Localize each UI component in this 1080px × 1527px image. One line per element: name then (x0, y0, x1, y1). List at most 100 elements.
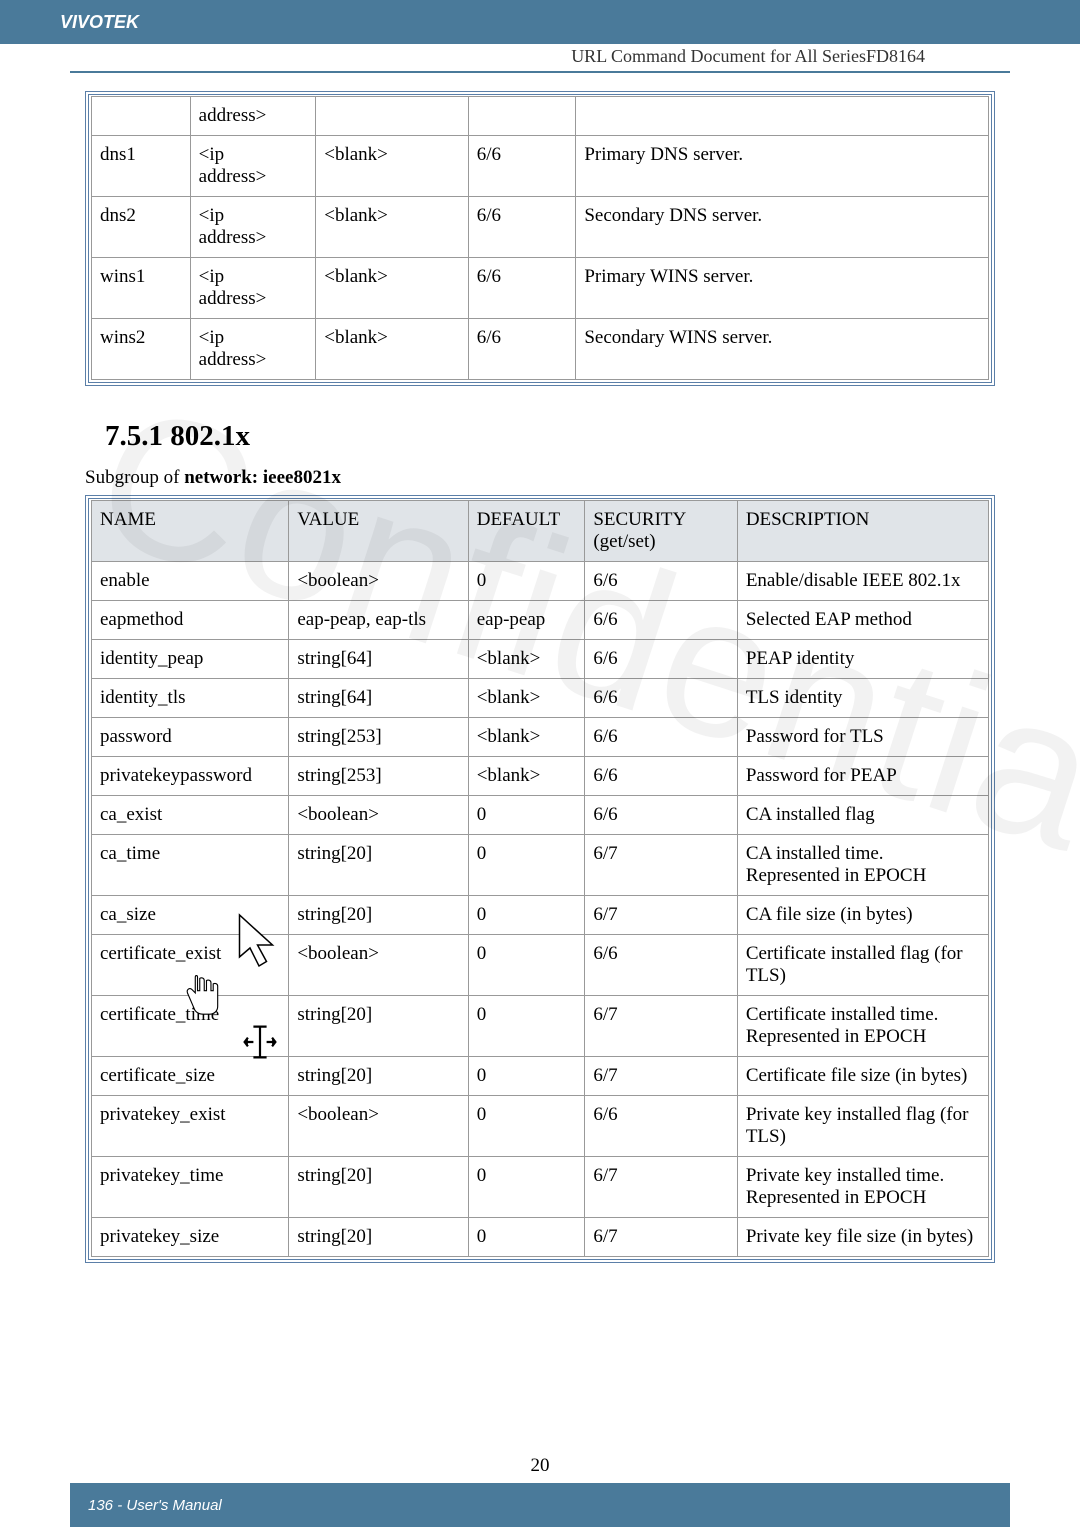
table-cell: enable (92, 562, 289, 601)
table-cell: 0 (468, 562, 585, 601)
table-cell: <blank> (468, 757, 585, 796)
footer-left-text: 136 - User's Manual (88, 1497, 222, 1514)
footer-bar: 136 - User's Manual (70, 1483, 1010, 1527)
table-cell: Password for TLS (737, 718, 988, 757)
table-row: passwordstring[253]<blank>6/6Password fo… (92, 718, 989, 757)
table-cell: <blank> (468, 640, 585, 679)
footer-area: 136 - User's Manual (0, 1483, 1080, 1527)
table-cell: string[20] (289, 896, 468, 935)
table-cell: <boolean> (289, 935, 468, 996)
table-cell: Selected EAP method (737, 601, 988, 640)
table-row: privatekey_timestring[20]06/7Private key… (92, 1157, 989, 1218)
table-cell (316, 97, 468, 136)
main-table: NAMEVALUEDEFAULTSECURITY(get/set)DESCRIP… (91, 500, 989, 1257)
table-cell: privatekey_time (92, 1157, 289, 1218)
table-cell: certificate_exist (92, 935, 289, 996)
table-cell: Enable/disable IEEE 802.1x (737, 562, 988, 601)
table-cell: 6/6 (468, 197, 576, 258)
table-cell: <blank> (468, 679, 585, 718)
table-cell: 6/6 (585, 718, 737, 757)
table-row: ca_sizestring[20]06/7CA file size (in by… (92, 896, 989, 935)
table-cell: eapmethod (92, 601, 289, 640)
subgroup-line: Subgroup of network: ieee8021x (85, 467, 995, 489)
table-row: address> (92, 97, 989, 136)
table-cell: 6/7 (585, 896, 737, 935)
table-cell (468, 97, 576, 136)
table-cell: 6/7 (585, 996, 737, 1057)
table-cell: <blank> (316, 319, 468, 380)
table-cell: string[20] (289, 835, 468, 896)
table-cell: 6/6 (585, 935, 737, 996)
table-cell: <ipaddress> (190, 136, 316, 197)
brand-text: VIVOTEK (60, 12, 139, 33)
table-cell: password (92, 718, 289, 757)
table-cell: 0 (468, 896, 585, 935)
table-cell: 6/6 (585, 1096, 737, 1157)
table-cell: 6/6 (585, 562, 737, 601)
table-cell: 6/6 (585, 796, 737, 835)
table-cell: 6/7 (585, 835, 737, 896)
table-cell: Certificate installed flag (for TLS) (737, 935, 988, 996)
table-cell: 6/7 (585, 1157, 737, 1218)
table-cell: <boolean> (289, 796, 468, 835)
table-row: enable<boolean>06/6Enable/disable IEEE 8… (92, 562, 989, 601)
column-header: DESCRIPTION (737, 501, 988, 562)
table-cell: ca_time (92, 835, 289, 896)
table-cell: <ipaddress> (190, 197, 316, 258)
table-cell: 0 (468, 1157, 585, 1218)
page-number: 20 (531, 1455, 550, 1477)
table-cell: Secondary DNS server. (576, 197, 989, 258)
header-bar: VIVOTEK (0, 0, 1080, 44)
table-row: certificate_sizestring[20]06/7Certificat… (92, 1057, 989, 1096)
table-cell: 0 (468, 835, 585, 896)
table-cell: Secondary WINS server. (576, 319, 989, 380)
top-table: address>dns1<ipaddress><blank>6/6Primary… (91, 96, 989, 380)
table-cell: 6/6 (585, 601, 737, 640)
table-cell: 0 (468, 1218, 585, 1257)
table-cell: <boolean> (289, 1096, 468, 1157)
url-prefix: URL Command Document for All Series (571, 46, 866, 66)
section-number: 7.5.1 (105, 420, 163, 452)
column-header: VALUE (289, 501, 468, 562)
table-cell: privatekeypassword (92, 757, 289, 796)
table-row: certificate_exist<boolean>06/6Certificat… (92, 935, 989, 996)
page-content: address>dns1<ipaddress><blank>6/6Primary… (0, 73, 1080, 1263)
table-cell: Private key installed time. Represented … (737, 1157, 988, 1218)
table-cell: <blank> (316, 258, 468, 319)
table-cell: certificate_time (92, 996, 289, 1057)
table-cell: CA installed time. Represented in EPOCH (737, 835, 988, 896)
table-cell: privatekey_size (92, 1218, 289, 1257)
table-cell: identity_peap (92, 640, 289, 679)
table-cell: dns2 (92, 197, 191, 258)
table-cell: 6/6 (468, 319, 576, 380)
table-cell: string[253] (289, 757, 468, 796)
table-cell: CA installed flag (737, 796, 988, 835)
table-cell: 6/6 (468, 258, 576, 319)
table-cell: string[64] (289, 679, 468, 718)
subgroup-bold: network: ieee8021x (184, 467, 341, 488)
table-cell: string[20] (289, 996, 468, 1057)
table-cell: <ipaddress> (190, 258, 316, 319)
table-row: identity_peapstring[64]<blank>6/6PEAP id… (92, 640, 989, 679)
table-cell: string[20] (289, 1157, 468, 1218)
subgroup-prefix: Subgroup of (85, 467, 184, 488)
table-cell: string[20] (289, 1218, 468, 1257)
table-cell: 6/6 (585, 640, 737, 679)
table-cell: identity_tls (92, 679, 289, 718)
table-row: ca_exist<boolean>06/6CA installed flag (92, 796, 989, 835)
table-cell: Primary DNS server. (576, 136, 989, 197)
table-cell: 6/7 (585, 1218, 737, 1257)
table-cell: ca_exist (92, 796, 289, 835)
table-row: ca_timestring[20]06/7CA installed time. … (92, 835, 989, 896)
table-cell: Private key installed flag (for TLS) (737, 1096, 988, 1157)
table-row: wins1<ipaddress><blank>6/6Primary WINS s… (92, 258, 989, 319)
table-row: certificate_timestring[20]06/7Certificat… (92, 996, 989, 1057)
table-cell: string[253] (289, 718, 468, 757)
url-command-line: URL Command Document for All SeriesFD816… (70, 46, 1010, 73)
table-cell: Password for PEAP (737, 757, 988, 796)
table-cell: address> (190, 97, 316, 136)
section-heading: 7.5.1 802.1x (105, 420, 995, 453)
table-cell: Private key file size (in bytes) (737, 1218, 988, 1257)
table-cell: 0 (468, 796, 585, 835)
table-cell: eap-peap (468, 601, 585, 640)
